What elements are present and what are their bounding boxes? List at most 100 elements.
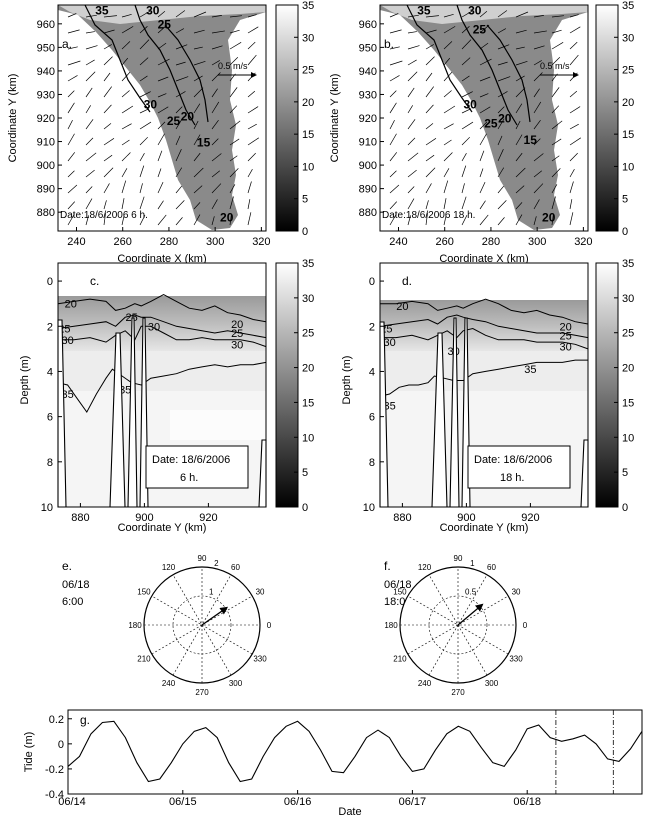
colorbar-tick-label: 25 — [302, 328, 314, 340]
velocity-vector — [85, 169, 95, 178]
velocity-vector — [425, 44, 434, 50]
velocity-vector — [121, 57, 129, 66]
y-tick-label: 8 — [369, 457, 375, 469]
velocity-vector — [443, 26, 456, 34]
contour-label: 25 — [231, 328, 243, 340]
velocity-vector — [569, 54, 579, 66]
velocity-vector — [443, 13, 454, 18]
velocity-vector — [407, 152, 419, 162]
colorbar-tick-label: 5 — [622, 467, 628, 479]
velocity-vector — [479, 93, 489, 98]
polar-angle-label: 30 — [256, 588, 265, 597]
velocity-vector — [533, 88, 540, 98]
velocity-vector — [389, 213, 397, 226]
panel-b-ylabel: Coordinate Y (km) — [329, 74, 341, 163]
y-tick-label: 6 — [369, 412, 375, 424]
velocity-vector — [85, 59, 95, 66]
colorbar-tick-label: 35 — [302, 0, 314, 12]
velocity-vector — [193, 75, 203, 82]
y-tick-label: 920 — [359, 113, 377, 125]
velocity-vector — [443, 152, 453, 162]
velocity-vector — [139, 183, 143, 194]
colorbar-gradient — [275, 262, 299, 508]
velocity-vector — [229, 120, 241, 130]
velocity-vector — [85, 105, 92, 114]
panel-c-xlabel: Coordinate Y (km) — [118, 522, 207, 534]
panel-e-date: 06/18 — [62, 579, 90, 591]
velocity-vector — [515, 167, 526, 178]
velocity-vector — [211, 101, 220, 114]
colorbar-tick-label: 0 — [302, 502, 308, 514]
velocity-vector — [157, 42, 167, 50]
y-tick-label: 920 — [37, 113, 55, 125]
velocity-vector — [67, 201, 76, 210]
colorbar-tick-label: 10 — [302, 432, 314, 444]
velocity-vector — [229, 105, 238, 114]
velocity-vector — [229, 42, 242, 50]
panel-d-date-line1: Date: 18/6/2006 — [474, 454, 552, 466]
velocity-vector — [407, 186, 415, 194]
panel-d-letter: d. — [402, 274, 412, 288]
contour-25 — [57, 314, 267, 339]
x-tick-label: 300 — [528, 236, 546, 248]
y-tick-label: 950 — [359, 42, 377, 54]
velocity-vector — [193, 87, 204, 98]
velocity-vector — [193, 60, 206, 66]
velocity-vector — [175, 76, 189, 82]
velocity-vector — [551, 184, 558, 194]
velocity-vector — [425, 138, 437, 146]
panel-d-surface-layer — [380, 300, 588, 351]
velocity-vector — [85, 186, 93, 194]
velocity-vector — [229, 196, 234, 210]
velocity-vector — [229, 168, 239, 178]
contour-20 — [380, 298, 589, 325]
panel-f-letter: f. — [384, 559, 391, 573]
velocity-vector — [461, 10, 473, 18]
velocity-vector — [515, 202, 523, 210]
velocity-vector — [461, 57, 471, 66]
colorbar-tick-label: 15 — [622, 129, 634, 141]
contour-label: 35 — [383, 400, 395, 412]
contour-label: 35 — [524, 364, 536, 376]
contour-25 — [379, 314, 589, 339]
x-tick-label: 06/18 — [513, 796, 541, 808]
velocity-vector — [175, 217, 183, 226]
velocity-vector — [175, 61, 186, 66]
colorbar-tick-label: 0 — [622, 502, 628, 514]
velocity-vector — [157, 121, 166, 130]
velocity-vector — [121, 41, 131, 50]
colorbar-gradient — [595, 4, 619, 232]
tide-line — [67, 720, 643, 783]
velocity-vector — [461, 121, 474, 130]
velocity-vector — [175, 28, 185, 34]
velocity-vector — [193, 29, 205, 34]
velocity-vector — [497, 91, 508, 98]
panel-b-xlabel: Coordinate X (km) — [439, 253, 528, 265]
panel-g-xlabel: Date — [338, 806, 361, 818]
contour-label: 30 — [463, 98, 477, 112]
velocity-vector — [479, 168, 484, 178]
velocity-vector — [103, 183, 110, 194]
polar-radius-label: 1 — [470, 559, 475, 568]
velocity-vector — [103, 213, 106, 226]
contour-label: 15 — [524, 133, 538, 147]
velocity-vector — [85, 31, 95, 34]
velocity-vector — [121, 152, 131, 162]
colorbar-tick-label: 25 — [622, 328, 634, 340]
velocity-vector — [479, 181, 486, 194]
velocity-vector — [139, 196, 145, 210]
y-tick-label: 0.2 — [49, 714, 64, 726]
polar-angle-label: 180 — [128, 621, 142, 630]
velocity-vector — [407, 45, 420, 50]
velocity-vector — [103, 104, 112, 114]
contour-label: 20 — [396, 301, 408, 313]
colorbar-tick-label: 20 — [622, 97, 634, 109]
panel-a-scale-label: 0.5 m/s — [218, 61, 248, 71]
panel-f: f. 06/18 18:00 0.51906030033030027024021… — [384, 554, 528, 697]
panel-e-letter: e. — [62, 559, 72, 573]
velocity-vector — [425, 183, 432, 194]
velocity-vector — [551, 42, 564, 50]
velocity-vector — [479, 10, 488, 18]
velocity-vector — [175, 118, 183, 130]
